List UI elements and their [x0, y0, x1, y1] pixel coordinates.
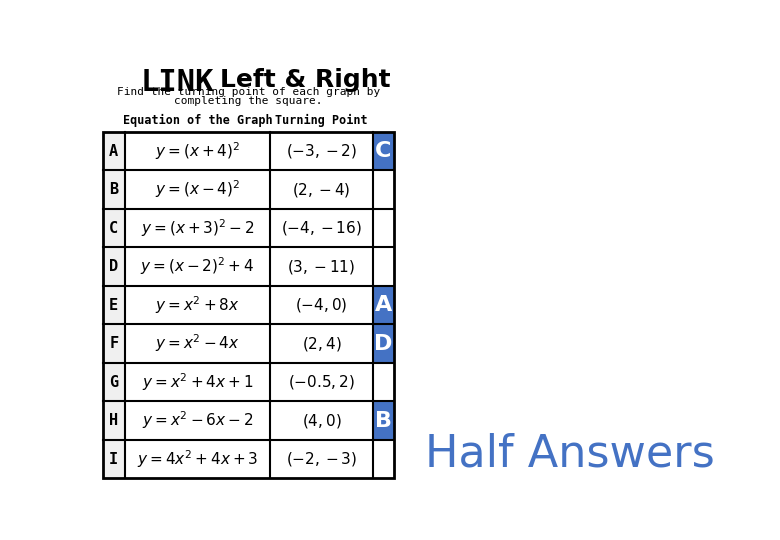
Text: C: C	[375, 141, 392, 161]
Bar	[103, 170, 395, 209]
Text: $y = x^2 - 4x$: $y = x^2 - 4x$	[155, 333, 239, 354]
Bar	[103, 401, 395, 440]
Bar	[373, 132, 395, 170]
Bar	[103, 363, 395, 401]
Bar	[103, 132, 125, 170]
Text: $(3, -11)$: $(3, -11)$	[287, 258, 356, 275]
Text: $(2, -4)$: $(2, -4)$	[292, 180, 351, 199]
Text: $y = (x + 3)^2 - 2$: $y = (x + 3)^2 - 2$	[140, 217, 254, 239]
Text: B: B	[109, 182, 119, 197]
Text: $y = (x - 4)^2$: $y = (x - 4)^2$	[154, 179, 240, 200]
Text: completing the square.: completing the square.	[175, 96, 323, 106]
Bar	[103, 247, 395, 286]
Text: G: G	[109, 375, 119, 389]
Text: Left & Right: Left & Right	[220, 68, 391, 92]
Text: H: H	[109, 413, 119, 428]
Text: C: C	[109, 220, 119, 235]
Bar	[103, 209, 395, 247]
Text: $y = x^2 + 4x + 1$: $y = x^2 + 4x + 1$	[142, 371, 254, 393]
Bar	[103, 401, 125, 440]
Text: $(2, 4)$: $(2, 4)$	[302, 335, 342, 353]
Text: F: F	[109, 336, 119, 351]
Text: B: B	[375, 410, 392, 430]
Text: $(-4, -16)$: $(-4, -16)$	[281, 219, 362, 237]
Text: $y = 4x^2 + 4x + 3$: $y = 4x^2 + 4x + 3$	[136, 448, 258, 470]
Bar	[103, 440, 395, 478]
Bar	[103, 363, 125, 401]
Text: $y = x^2 - 6x - 2$: $y = x^2 - 6x - 2$	[142, 410, 254, 431]
Text: E: E	[109, 298, 119, 313]
Bar	[103, 247, 125, 286]
Bar	[103, 286, 125, 325]
Text: $y = (x + 4)^2$: $y = (x + 4)^2$	[154, 140, 240, 162]
Text: $(-4, 0)$: $(-4, 0)$	[295, 296, 348, 314]
Text: $(-0.5, 2)$: $(-0.5, 2)$	[288, 373, 355, 391]
Bar	[373, 286, 395, 325]
Text: Equation of the Graph: Equation of the Graph	[122, 114, 272, 127]
Bar	[103, 440, 125, 478]
Bar	[373, 325, 395, 363]
Text: LINK: LINK	[140, 68, 214, 97]
Bar	[103, 170, 125, 209]
Text: $(-3, -2)$: $(-3, -2)$	[285, 142, 357, 160]
Text: $(-2, -3)$: $(-2, -3)$	[285, 450, 357, 468]
Bar	[373, 401, 395, 440]
Text: D: D	[109, 259, 119, 274]
Bar	[103, 325, 395, 363]
Text: I: I	[109, 451, 119, 467]
Text: A: A	[109, 144, 119, 159]
Text: Find the turning point of each graph by: Find the turning point of each graph by	[117, 87, 381, 97]
Text: D: D	[374, 334, 392, 354]
Bar	[103, 325, 125, 363]
Bar	[103, 209, 125, 247]
Bar	[103, 286, 395, 325]
Bar	[103, 132, 395, 170]
Bar	[103, 132, 395, 478]
Text: $y = (x - 2)^2 + 4$: $y = (x - 2)^2 + 4$	[140, 255, 254, 278]
Text: $y = x^2 + 8x$: $y = x^2 + 8x$	[155, 294, 239, 316]
Text: Half Answers: Half Answers	[425, 432, 715, 475]
Text: A: A	[375, 295, 392, 315]
Text: $(4, 0)$: $(4, 0)$	[302, 411, 342, 429]
Text: Turning Point: Turning Point	[275, 114, 368, 127]
